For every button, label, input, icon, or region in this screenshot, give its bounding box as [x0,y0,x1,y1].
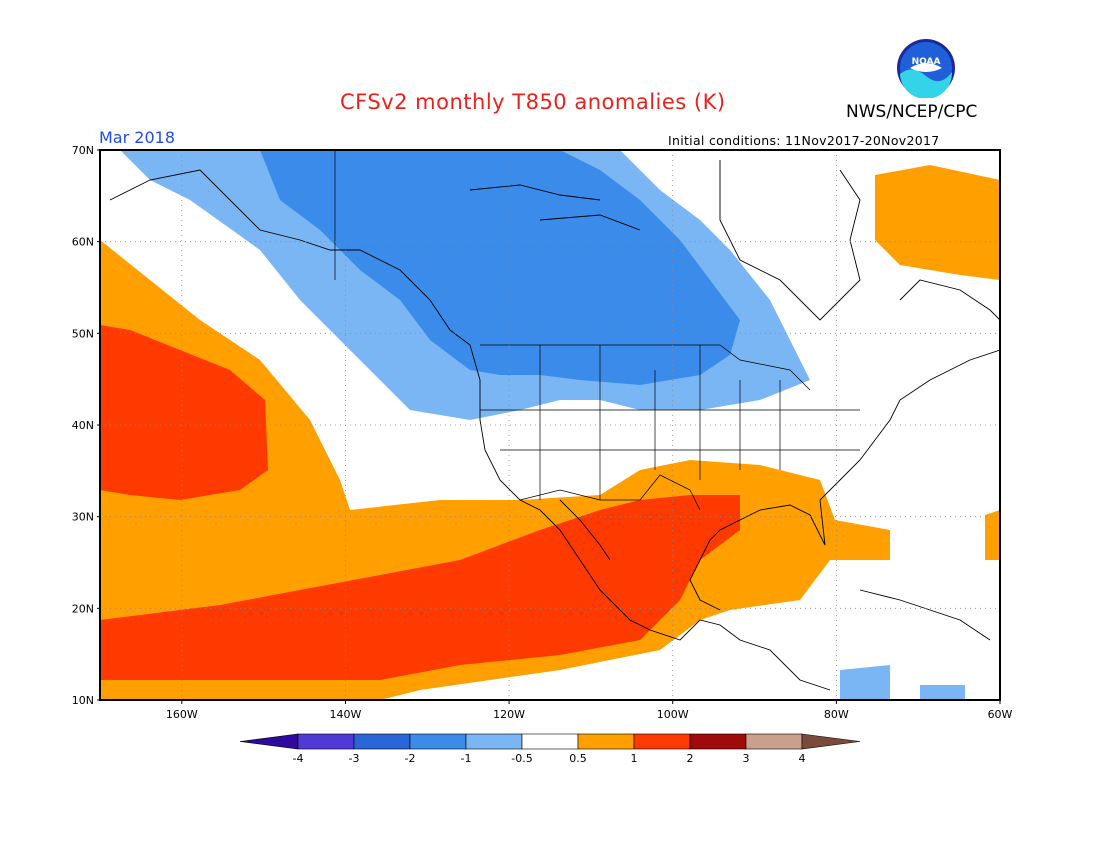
colorbar-segment [801,733,861,750]
colorbar-tick-label: 3 [743,752,750,765]
coastlines [109,160,1000,691]
lon-label: 120W [493,708,525,721]
lon-label: 140W [330,708,362,721]
noaa-logo-text: NOAA [912,57,941,67]
anomaly-region-light-blue-caribbean [840,665,890,700]
map-title: CFSv2 monthly T850 anomalies (K) [340,90,726,114]
lat-label: 60N [72,236,94,249]
colorbar-tick-label: -2 [405,752,416,765]
lat-label: 40N [72,419,94,432]
colorbar-segment [745,733,803,750]
colorbar-segment [239,733,299,750]
anomaly-region-red-pacific [100,325,268,500]
colorbar: -4 -3 -2 -1 -0.5 0.5 1 2 3 4 [239,733,861,765]
colorbar-segment [297,733,355,750]
colorbar-segment [577,733,635,750]
lon-label: 160W [166,708,198,721]
anomaly-region-blue-core [260,150,740,385]
axis-labels: 70N 60N 50N 40N 30N 20N 10N 160W 140W 120W 100W 80W… [72,144,1013,721]
political-borders [334,150,860,511]
lat-label: 30N [72,511,94,524]
colorbar-tick-label: 1 [631,752,638,765]
lat-label: 10N [72,694,94,707]
lat-label: 50N [72,327,94,340]
anomaly-region-red-band [100,495,740,680]
colorbar-tick-label: -1 [461,752,472,765]
agency-label: NWS/NCEP/CPC [846,102,978,122]
colorbar-tick-label: 2 [687,752,694,765]
anomaly-region-orange-atlantic [985,510,1000,560]
colorbar-segment [465,733,523,750]
colorbar-segment [409,733,467,750]
lat-label: 20N [72,602,94,615]
colorbar-segment [633,733,691,750]
noaa-logo: NOAA [897,39,955,98]
lon-label: 100W [657,708,689,721]
colorbar-segment [353,733,411,750]
lat-label: 70N [72,144,94,157]
colorbar-tick-label: 4 [799,752,806,765]
anomaly-region-orange-northeast [875,165,1000,280]
colorbar-segment [689,733,747,750]
colorbar-segment [521,733,579,750]
forecast-period: Mar 2018 [99,128,175,147]
lon-label: 80W [824,708,849,721]
anomaly-region-light-blue-atlantic [920,685,965,700]
graticule [100,150,1000,700]
colorbar-tick-label: -4 [293,752,304,765]
colorbar-tick-label: -0.5 [511,752,532,765]
initial-conditions: Initial conditions: 11Nov2017-20Nov2017 [668,133,940,148]
colorbar-tick-label: -3 [349,752,360,765]
colorbar-tick-label: 0.5 [569,752,587,765]
lon-label: 60W [988,708,1013,721]
